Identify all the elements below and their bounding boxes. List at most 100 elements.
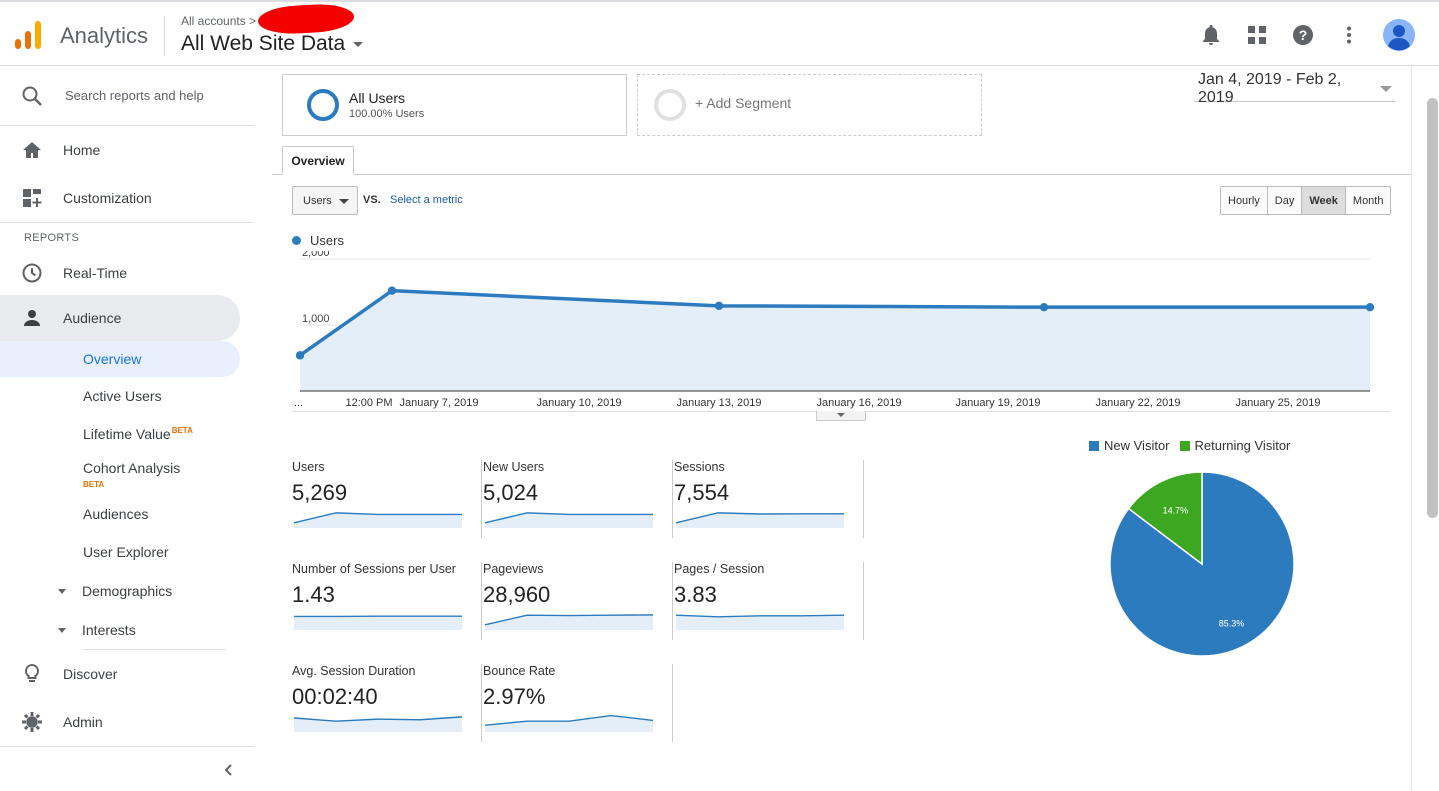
sidebar-item-label: Real-Time bbox=[63, 265, 128, 281]
scorecard[interactable]: Pageviews 28,960 bbox=[483, 562, 673, 640]
scorecard-separator bbox=[481, 562, 482, 640]
pie-slice bbox=[1127, 471, 1203, 566]
pie-legend-item[interactable]: Returning Visitor bbox=[1179, 438, 1290, 453]
more-vert-icon[interactable] bbox=[1337, 23, 1361, 47]
scorecard[interactable]: New Users 5,024 bbox=[483, 460, 673, 538]
x-tick-label: January 16, 2019 bbox=[816, 397, 901, 409]
sidebar-item-customization[interactable]: Customization bbox=[0, 174, 256, 222]
metric-select[interactable]: Users bbox=[292, 186, 358, 215]
sidebar-item-admin[interactable]: Admin bbox=[0, 698, 256, 746]
scorecard-value: 2.97% bbox=[483, 684, 546, 709]
date-range-selector[interactable]: Jan 4, 2019 - Feb 2, 2019 bbox=[1194, 71, 1396, 106]
apps-grid-icon[interactable] bbox=[1245, 23, 1269, 47]
sidebar-subitem-label: Active Users bbox=[83, 388, 162, 404]
granularity-day-button[interactable]: Day bbox=[1267, 187, 1303, 214]
scorecard[interactable]: Users 5,269 bbox=[292, 460, 482, 538]
breadcrumb-all-accounts[interactable]: All accounts > bbox=[181, 14, 257, 28]
scorecard-separator bbox=[481, 664, 482, 742]
chevron-down-icon bbox=[339, 199, 349, 204]
sidebar-subitem-interests[interactable]: Interests bbox=[0, 611, 256, 649]
scorecard-value: 00:02:40 bbox=[292, 684, 378, 709]
notifications-bell-icon[interactable] bbox=[1199, 23, 1223, 47]
scorecard-value: 7,554 bbox=[674, 480, 730, 505]
x-tick-label: 12:00 PM bbox=[345, 397, 392, 409]
property-selector[interactable]: All Web Site Data bbox=[181, 32, 364, 56]
search-input[interactable]: Search reports and help bbox=[65, 88, 204, 103]
sidebar-subitem-lifetime-value[interactable]: Lifetime ValueBETA bbox=[0, 415, 256, 453]
granularity-hourly-button[interactable]: Hourly bbox=[1221, 187, 1268, 214]
scorecard-name: Pageviews bbox=[483, 562, 544, 576]
gear-icon bbox=[22, 712, 42, 732]
sidebar-item-realtime[interactable]: Real-Time bbox=[0, 251, 256, 295]
scorecard[interactable]: Avg. Session Duration 00:02:40 bbox=[292, 664, 482, 742]
chevron-down-icon bbox=[1380, 85, 1392, 92]
x-tick-label: January 7, 2019 bbox=[400, 397, 479, 409]
sidebar-subitem-overview[interactable]: Overview bbox=[0, 341, 240, 377]
add-segment-button[interactable]: + Add Segment bbox=[637, 74, 982, 136]
pie-slice-label: 14.7% bbox=[1163, 505, 1189, 515]
account-avatar-icon[interactable] bbox=[1383, 19, 1415, 51]
granularity-toggle: Hourly Day Week Month bbox=[1220, 186, 1392, 215]
add-segment-label: + Add Segment bbox=[695, 95, 792, 111]
sidebar-subitem-label: Cohort Analysis bbox=[83, 460, 181, 476]
sparkline-line bbox=[484, 614, 654, 626]
tab-overview[interactable]: Overview bbox=[282, 146, 354, 175]
scorecard-name: Pages / Session bbox=[674, 562, 765, 576]
x-tick-label: ... bbox=[294, 397, 303, 409]
granularity-week-button[interactable]: Week bbox=[1302, 187, 1346, 214]
date-range-text: Jan 4, 2019 - Feb 2, 2019 bbox=[1198, 70, 1342, 106]
top-bar: Analytics All accounts > All Web Site Da… bbox=[0, 0, 1439, 66]
divider bbox=[0, 222, 254, 223]
collapse-sidebar-chevron-icon[interactable] bbox=[222, 763, 236, 777]
segment-all-users[interactable]: All Users 100.00% Users bbox=[282, 74, 627, 136]
sidebar-subitem-label: Lifetime ValueBETA bbox=[83, 426, 193, 442]
search-reports[interactable]: Search reports and help bbox=[0, 66, 254, 126]
sparkline-area bbox=[294, 616, 462, 630]
sidebar-subitem-cohort-analysis[interactable]: Cohort Analysis BETA bbox=[0, 453, 256, 495]
sidebar-subitem-demographics[interactable]: Demographics bbox=[0, 571, 256, 611]
sidebar-subitem-active-users[interactable]: Active Users bbox=[0, 377, 256, 415]
sidebar-item-audience[interactable]: Audience bbox=[0, 295, 240, 341]
scorecard-value: 1.43 bbox=[292, 582, 335, 607]
scorecard[interactable]: Bounce Rate 2.97% bbox=[483, 664, 673, 742]
series-legend-dot bbox=[292, 236, 301, 245]
sparkline-area bbox=[294, 716, 462, 732]
sparkline bbox=[484, 512, 653, 528]
sparkline-line bbox=[675, 512, 844, 524]
pie-legend-item[interactable]: New Visitor bbox=[1089, 438, 1170, 453]
sidebar: Search reports and help Home Customizati… bbox=[0, 66, 256, 791]
search-icon bbox=[22, 86, 42, 106]
analytics-logo-icon[interactable] bbox=[15, 20, 43, 50]
sparkline-line bbox=[675, 614, 845, 618]
scorecard-value: 3.83 bbox=[674, 582, 717, 607]
sidebar-subitem-label: Overview bbox=[83, 351, 142, 367]
reports-heading: REPORTS bbox=[24, 232, 80, 244]
sidebar-subitem-audiences[interactable]: Audiences bbox=[0, 495, 256, 533]
x-tick-label: January 25, 2019 bbox=[1235, 397, 1320, 409]
chart-expand-toggle[interactable] bbox=[816, 411, 866, 421]
scorecard[interactable]: Sessions 7,554 bbox=[674, 460, 864, 538]
granularity-month-button[interactable]: Month bbox=[1345, 187, 1391, 214]
home-icon bbox=[23, 142, 41, 158]
scorecard[interactable]: Pages / Session 3.83 bbox=[674, 562, 864, 640]
sparkline bbox=[675, 512, 844, 528]
sidebar-item-discover[interactable]: Discover bbox=[0, 650, 256, 698]
person-icon bbox=[24, 310, 40, 326]
scorecard[interactable]: Number of Sessions per User 1.43 bbox=[292, 562, 482, 640]
app-name: Analytics bbox=[60, 23, 149, 48]
sidebar-item-home[interactable]: Home bbox=[0, 126, 256, 174]
select-metric-link[interactable]: Select a metric bbox=[390, 194, 463, 206]
scorecard-name: Sessions bbox=[674, 460, 725, 474]
sidebar-item-label: Discover bbox=[63, 666, 118, 682]
scorecard-separator bbox=[672, 562, 673, 640]
sidebar-subitem-user-explorer[interactable]: User Explorer bbox=[0, 533, 256, 571]
scorecard-separator bbox=[672, 664, 673, 742]
x-tick-label: January 10, 2019 bbox=[536, 397, 621, 409]
users-line-chart: 1,000 2,000... 12:00 PM January 7, 2019 Janu… bbox=[294, 251, 1375, 409]
scrollbar-thumb[interactable] bbox=[1427, 98, 1438, 518]
sparkline bbox=[675, 614, 845, 630]
help-icon[interactable]: ? bbox=[1291, 23, 1315, 47]
sparkline-area bbox=[485, 614, 653, 630]
chevron-down-icon bbox=[837, 413, 845, 417]
tab-underline bbox=[272, 174, 1411, 175]
